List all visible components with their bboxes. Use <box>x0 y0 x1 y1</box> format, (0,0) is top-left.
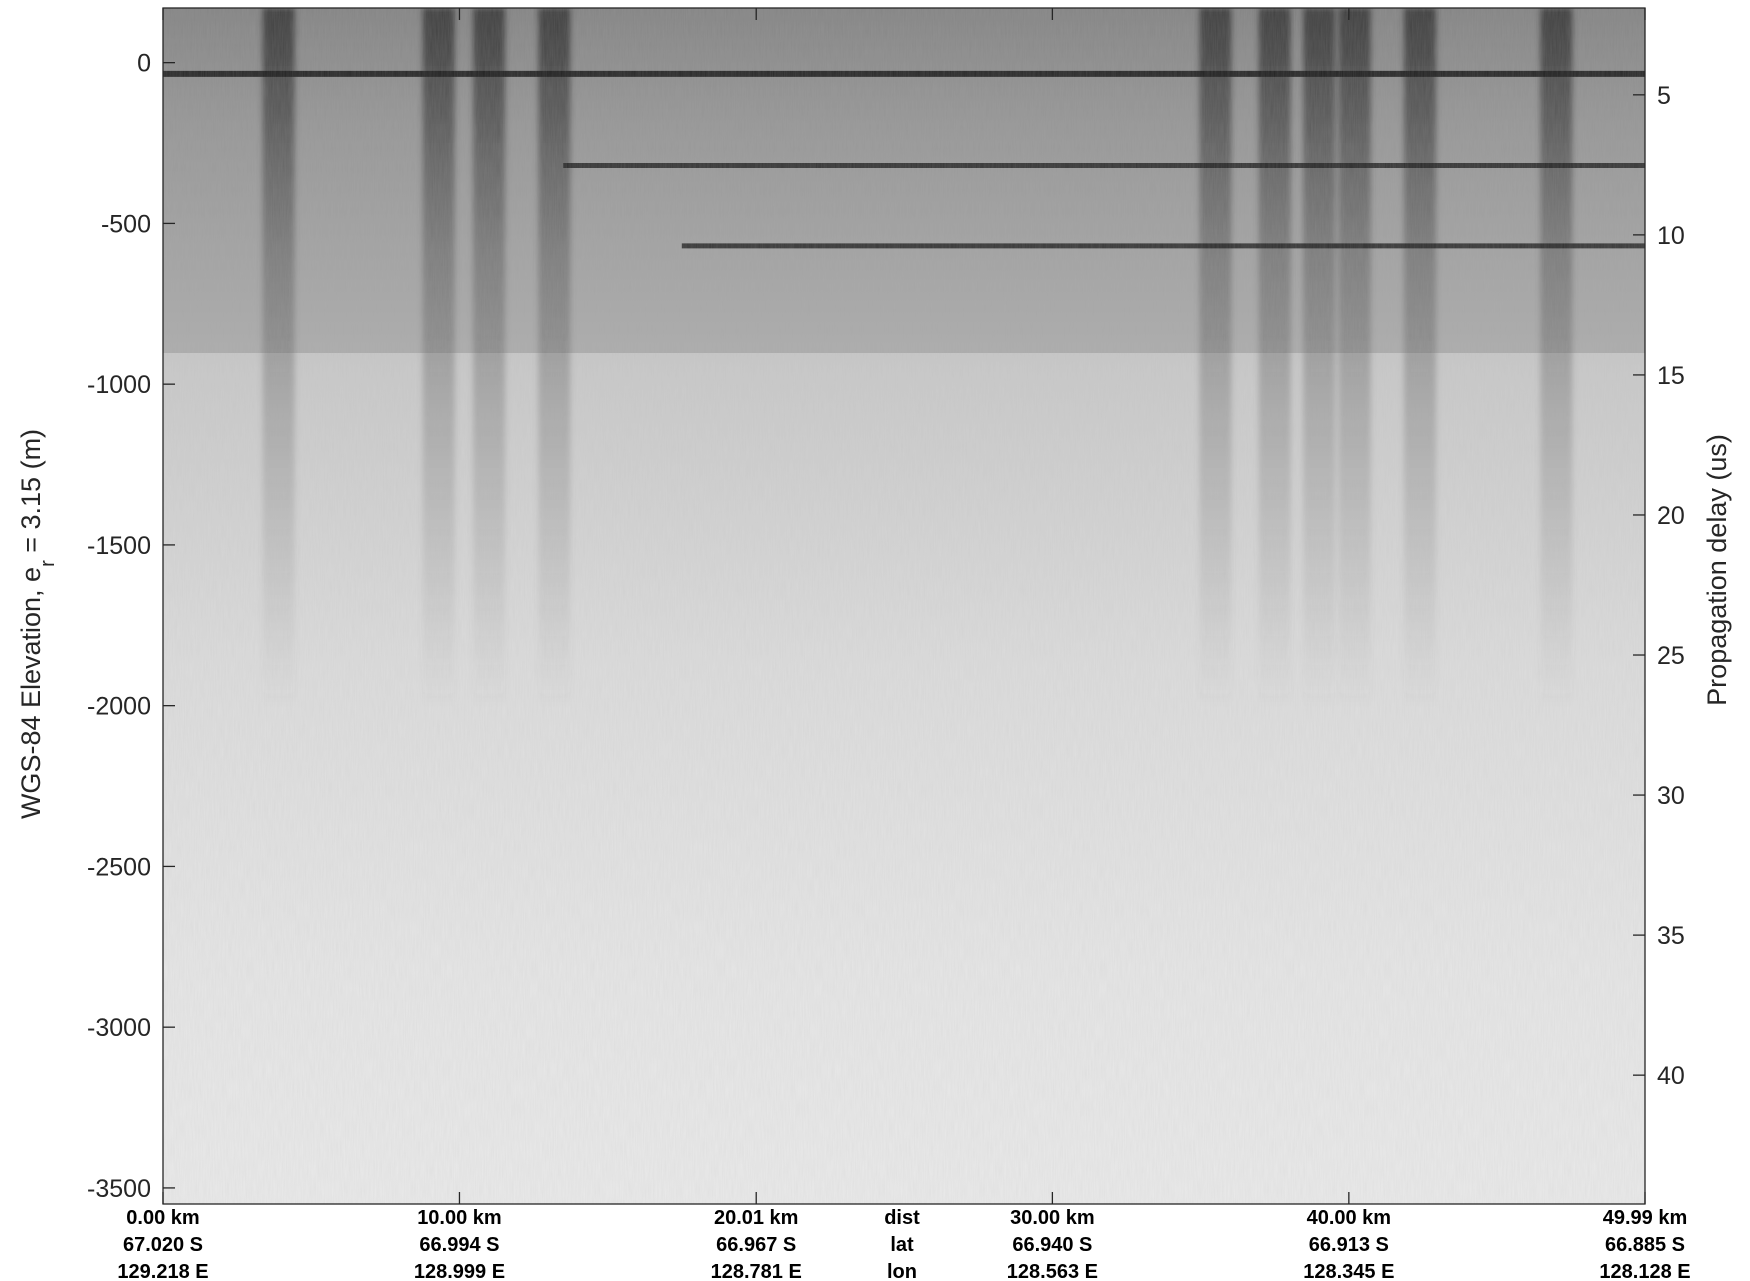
left-tick-label: -2000 <box>87 693 151 721</box>
left-axis-label: WGS-84 Elevation, er = 3.15 (m) <box>16 429 59 819</box>
left-tick-label: -3500 <box>87 1175 151 1203</box>
x-lat-label: 66.967 S <box>716 1234 796 1256</box>
right-tick-label: 20 <box>1657 502 1685 530</box>
radargram-image <box>163 8 1645 1204</box>
x-lat-label: 66.885 S <box>1605 1234 1685 1256</box>
x-lat-label: 66.940 S <box>1012 1234 1092 1256</box>
x-dist-label: 10.00 km <box>417 1207 502 1229</box>
x-lat-label: 67.020 S <box>123 1234 203 1256</box>
x-row-label-lon: lon <box>887 1261 917 1281</box>
left-axis-ticks: 0 -500 -1000 -1500 -2000 -2500 -3000 -3500 <box>87 50 175 1203</box>
left-tick-label: -1500 <box>87 532 151 560</box>
left-axis-label-tail: = 3.15 (m) <box>16 429 46 560</box>
right-axis-ticks: 5 10 15 20 25 30 35 40 <box>1633 82 1685 1090</box>
right-axis-label: Propagation delay (us) <box>1702 434 1732 706</box>
x-lon-label: 128.345 E <box>1303 1261 1394 1281</box>
x-axis-ticks: 0.00 km 67.020 S 129.218 E 10.00 km 66.994 S… <box>117 8 1691 1281</box>
speckle-noise <box>163 8 1645 1204</box>
x-dist-label: 30.00 km <box>1010 1207 1095 1229</box>
x-lon-label: 128.128 E <box>1599 1261 1690 1281</box>
x-lon-label: 128.563 E <box>1007 1261 1098 1281</box>
x-row-label-dist: dist <box>884 1207 920 1229</box>
x-lat-label: 66.994 S <box>419 1234 499 1256</box>
x-lon-label: 128.999 E <box>414 1261 505 1281</box>
x-lon-label: 128.781 E <box>711 1261 802 1281</box>
plot-frame <box>162 7 1646 1205</box>
x-dist-label: 20.01 km <box>714 1207 799 1229</box>
x-lon-label: 129.218 E <box>117 1261 208 1281</box>
x-dist-label: 40.00 km <box>1307 1207 1392 1229</box>
left-tick-label: -3000 <box>87 1014 151 1042</box>
right-tick-label: 10 <box>1657 222 1685 250</box>
x-row-label-lat: lat <box>890 1234 914 1256</box>
right-tick-label: 25 <box>1657 642 1685 670</box>
right-tick-label: 35 <box>1657 922 1685 950</box>
left-tick-label: -2500 <box>87 853 151 881</box>
left-tick-label: -500 <box>101 210 151 238</box>
right-tick-label: 40 <box>1657 1062 1685 1090</box>
left-tick-label: -1000 <box>87 371 151 399</box>
left-axis-label-main: WGS-84 Elevation, e <box>16 567 46 819</box>
x-lat-label: 66.913 S <box>1309 1234 1389 1256</box>
right-tick-label: 15 <box>1657 362 1685 390</box>
left-axis-label-sub: r <box>37 560 59 567</box>
x-dist-label: 49.99 km <box>1603 1207 1688 1229</box>
left-tick-label: 0 <box>137 50 151 78</box>
x-dist-label: 0.00 km <box>126 1207 199 1229</box>
right-tick-label: 30 <box>1657 782 1685 810</box>
right-tick-label: 5 <box>1657 82 1671 110</box>
